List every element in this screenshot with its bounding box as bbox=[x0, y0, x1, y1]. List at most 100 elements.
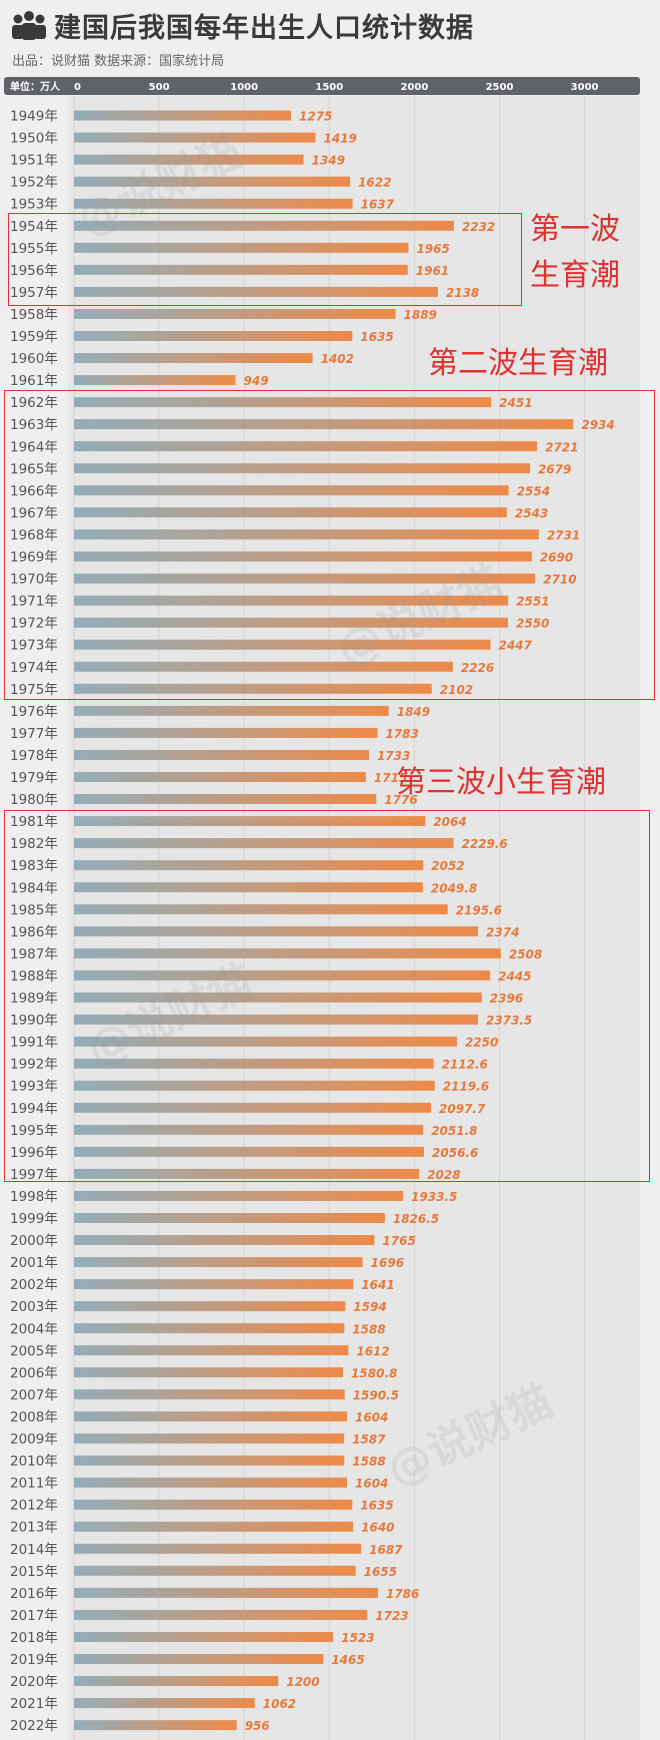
year-label: 1983年 bbox=[10, 858, 58, 874]
value-label: 1523 bbox=[341, 1631, 374, 1645]
year-label: 1986年 bbox=[10, 924, 58, 940]
bar bbox=[74, 375, 236, 386]
value-label: 1594 bbox=[353, 1300, 386, 1314]
bar bbox=[74, 220, 454, 231]
wave1-box bbox=[8, 213, 522, 306]
value-label: 1715 bbox=[374, 771, 407, 785]
bar bbox=[74, 705, 389, 716]
bar bbox=[74, 1036, 457, 1047]
value-label: 1402 bbox=[321, 352, 354, 366]
value-label: 2550 bbox=[516, 617, 549, 631]
bar bbox=[74, 1080, 435, 1091]
year-label: 2007年 bbox=[10, 1387, 58, 1403]
bar bbox=[74, 860, 424, 871]
bar bbox=[74, 331, 353, 341]
value-label: 1786 bbox=[386, 1587, 419, 1601]
year-label: 2013年 bbox=[10, 1520, 58, 1536]
year-label: 1998年 bbox=[10, 1189, 58, 1205]
year-label: 1949年 bbox=[10, 109, 58, 125]
value-label: 1965 bbox=[416, 242, 449, 256]
bar bbox=[74, 794, 377, 805]
bar bbox=[74, 1455, 345, 1466]
bar bbox=[74, 1279, 354, 1290]
year-label: 1997年 bbox=[10, 1167, 58, 1183]
value-label: 1783 bbox=[385, 727, 418, 741]
year-label: 2018年 bbox=[10, 1630, 58, 1646]
bar bbox=[74, 661, 453, 672]
year-label: 1954年 bbox=[10, 219, 58, 235]
bar bbox=[74, 683, 432, 694]
value-label: 1696 bbox=[371, 1256, 404, 1270]
year-label: 1971年 bbox=[10, 594, 58, 610]
bar bbox=[74, 1014, 478, 1025]
year-label: 1989年 bbox=[10, 991, 58, 1007]
year-label: 1978年 bbox=[10, 748, 58, 764]
value-label: 2250 bbox=[465, 1036, 498, 1050]
bar bbox=[74, 1676, 279, 1687]
bar bbox=[74, 551, 532, 562]
year-label: 1959年 bbox=[10, 329, 58, 345]
value-label: 1765 bbox=[382, 1234, 415, 1248]
year-label: 1994年 bbox=[10, 1101, 58, 1117]
value-label: 1640 bbox=[361, 1521, 394, 1535]
bar bbox=[74, 1521, 354, 1532]
value-label: 2690 bbox=[540, 551, 573, 565]
bar bbox=[74, 926, 479, 937]
value-label: 1465 bbox=[331, 1653, 364, 1667]
bar bbox=[74, 1213, 385, 1223]
x-tick-label: 500 bbox=[149, 82, 170, 93]
year-label: 2019年 bbox=[10, 1652, 58, 1668]
x-tick-label: 0 bbox=[74, 82, 81, 93]
value-label: 2508 bbox=[509, 947, 542, 961]
bar bbox=[74, 727, 378, 738]
year-label: 1952年 bbox=[10, 175, 58, 191]
year-label: 1988年 bbox=[10, 968, 58, 984]
value-label: 2551 bbox=[516, 595, 549, 609]
bar bbox=[74, 1609, 368, 1620]
wave1-label-line2: 生育潮 bbox=[530, 258, 620, 293]
bar bbox=[74, 816, 426, 827]
year-label: 1977年 bbox=[10, 726, 58, 742]
year-label: 1996年 bbox=[10, 1145, 58, 1161]
value-labels: 1275 1419 1349 1622 1637 2232 1965 1961 2138 1889… bbox=[244, 110, 615, 1734]
year-label: 2004年 bbox=[10, 1321, 58, 1337]
value-label: 956 bbox=[245, 1719, 270, 1733]
value-label: 949 bbox=[244, 374, 269, 388]
bar bbox=[74, 1389, 345, 1400]
year-label: 2008年 bbox=[10, 1409, 58, 1425]
value-label: 1200 bbox=[286, 1675, 319, 1689]
value-label: 1349 bbox=[312, 154, 345, 168]
value-label: 2934 bbox=[581, 418, 614, 432]
year-label: 1985年 bbox=[10, 902, 58, 918]
value-label: 1826.5 bbox=[393, 1212, 439, 1226]
bar bbox=[74, 639, 491, 650]
bar bbox=[74, 970, 491, 981]
grid-lines bbox=[73, 96, 586, 1740]
value-label: 2028 bbox=[427, 1168, 460, 1182]
year-label: 1966年 bbox=[10, 483, 58, 499]
year-label: 2002年 bbox=[10, 1277, 58, 1293]
bar bbox=[74, 286, 438, 297]
year-label: 2016年 bbox=[10, 1586, 58, 1602]
value-label: 2229.6 bbox=[461, 837, 507, 851]
year-label: 2014年 bbox=[10, 1542, 58, 1558]
bar bbox=[74, 264, 408, 275]
year-label: 1991年 bbox=[10, 1035, 58, 1051]
bar bbox=[74, 948, 501, 959]
value-label: 1604 bbox=[355, 1477, 388, 1491]
year-label: 1968年 bbox=[10, 527, 58, 543]
bar bbox=[74, 441, 538, 452]
value-label: 2445 bbox=[498, 969, 531, 983]
value-label: 1961 bbox=[416, 264, 449, 278]
bar bbox=[74, 1323, 345, 1334]
value-label: 2102 bbox=[440, 683, 473, 697]
bar bbox=[74, 110, 292, 121]
title-row: 建国后我国每年出生人口统计数据 bbox=[10, 8, 474, 44]
year-label: 1984年 bbox=[10, 880, 58, 896]
year-label: 1955年 bbox=[10, 241, 58, 257]
year-label: 1956年 bbox=[10, 263, 58, 279]
value-label: 2396 bbox=[490, 992, 523, 1006]
bar bbox=[74, 749, 369, 760]
x-axis-ticks: 0 500 1000 1500 2000 2500 3000 bbox=[74, 82, 599, 93]
